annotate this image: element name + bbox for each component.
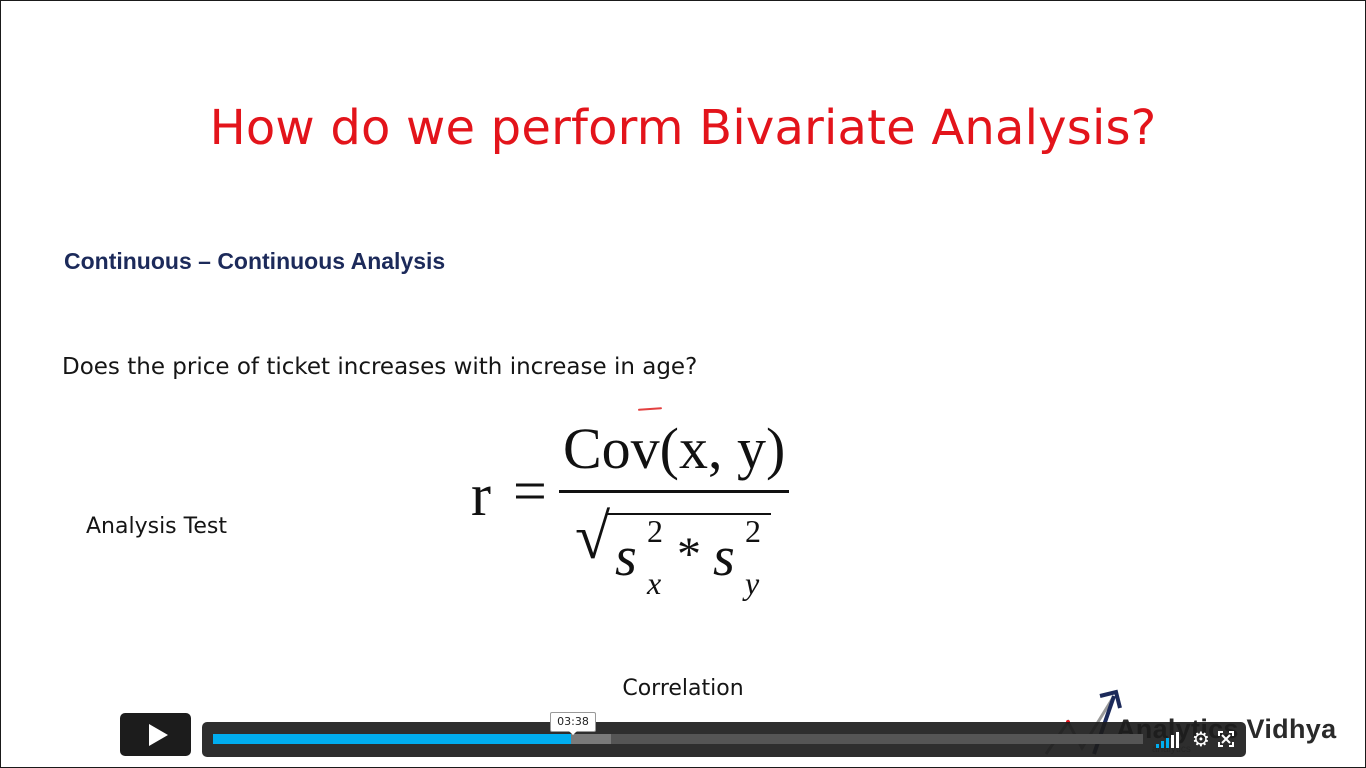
slide-question: Does the price of ticket increases with … [62,354,698,380]
time-tooltip-pointer [568,730,578,735]
formula-lhs: r [471,462,491,528]
fullscreen-icon[interactable] [1218,731,1234,747]
slide-subtitle: Continuous – Continuous Analysis [64,248,446,274]
radical-sign: √ [575,501,611,572]
progress-played [213,734,572,744]
fraction-bar [559,490,789,493]
time-tooltip: 03:38 [550,712,596,732]
s-x-exponent: 2 [647,513,663,549]
slide-title: How do we perform Bivariate Analysis? [209,100,1157,156]
slide-caption: Correlation [622,676,744,701]
s-y-exponent: 2 [745,513,761,549]
progress-bar[interactable] [213,734,1143,744]
times-symbol: * [677,528,701,581]
formula-equals: = [513,458,547,524]
formula-denominator: s 2 x * s 2 y [611,513,791,609]
gear-icon[interactable]: ⚙ [1192,727,1210,751]
s-x-symbol: s [615,526,637,588]
s-x-subscript: x [647,565,662,601]
formula-numerator: Cov(x, y) [563,416,786,481]
play-icon [148,723,168,746]
s-y-symbol: s [713,526,735,588]
player-control-bar: ⚙ [202,722,1246,757]
radical-overline [607,513,771,515]
s-y-subscript: y [745,565,760,601]
play-button[interactable] [120,713,191,756]
correlation-formula: r = Cov(x, y) √ s 2 x * s 2 y [465,415,805,615]
analysis-test-label: Analysis Test [86,514,227,539]
volume-icon[interactable] [1156,732,1182,748]
pen-annotation-mark [637,407,663,411]
